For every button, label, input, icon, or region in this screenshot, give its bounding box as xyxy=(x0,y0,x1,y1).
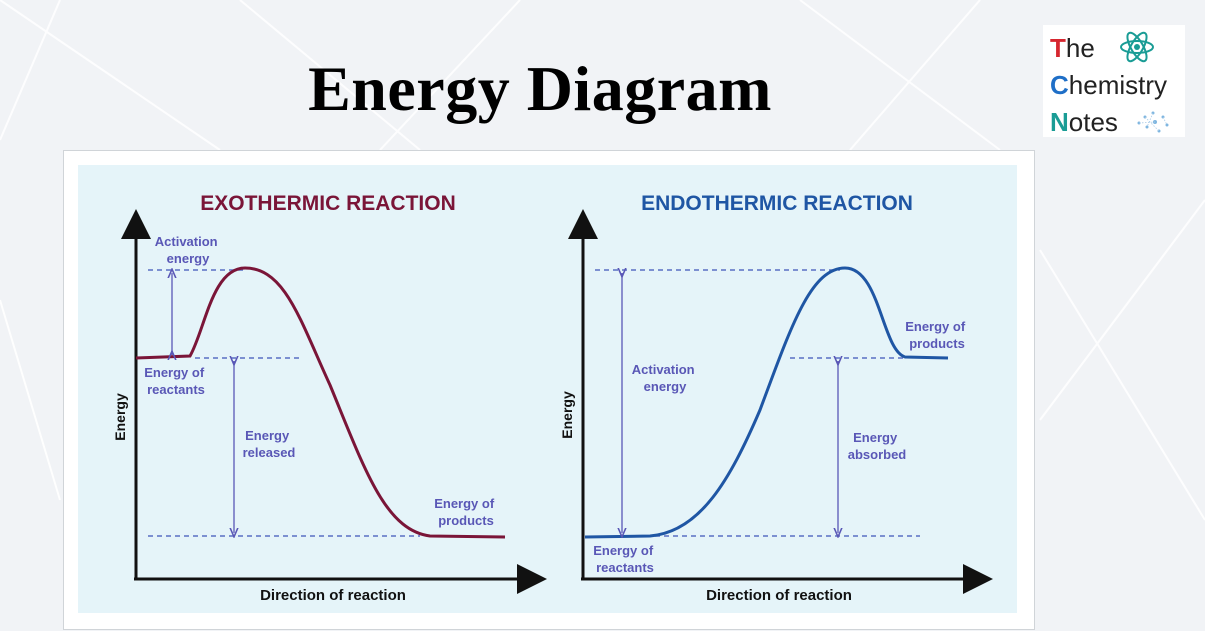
exo-guides xyxy=(148,269,420,537)
exothermic-diagram: EXOTHERMIC REACTION Activation energy En… xyxy=(112,192,547,604)
endo-products-label: Energy of products xyxy=(905,319,969,351)
exo-y-axis-label: Energy xyxy=(112,393,128,441)
exo-x-axis-label: Direction of reaction xyxy=(260,587,406,604)
logo-line-the: The xyxy=(1050,33,1095,63)
logo: The Chemistry Notes xyxy=(1043,25,1185,137)
logo-line-chemistry: Chemistry xyxy=(1050,70,1168,100)
exo-reactants-label: Energy of reactants xyxy=(144,365,208,397)
endothermic-title: ENDOTHERMIC REACTION xyxy=(641,192,913,215)
endo-x-axis-label: Direction of reaction xyxy=(706,587,852,604)
exo-products-label: Energy of products xyxy=(434,496,498,528)
endo-y-axis-label: Energy xyxy=(559,391,575,439)
exo-energy-curve xyxy=(135,266,506,539)
exo-released-label: Energy released xyxy=(243,428,296,460)
exothermic-title: EXOTHERMIC REACTION xyxy=(200,192,456,215)
endothermic-diagram: ENDOTHERMIC REACTION Activation energy E… xyxy=(559,192,993,604)
endo-absorbed-label: Energy absorbed xyxy=(848,430,907,462)
endo-reactants-label: Energy of reactants xyxy=(593,543,657,575)
endo-activation-label: Activation energy xyxy=(632,362,698,394)
endo-guides xyxy=(595,269,920,537)
molecule-dots-icon xyxy=(1137,111,1169,133)
exo-activation-label: Activation energy xyxy=(155,234,221,266)
page-title: Energy Diagram xyxy=(308,53,772,124)
endo-energy-curve xyxy=(584,266,949,539)
atom-icon xyxy=(1120,31,1154,63)
logo-line-notes: Notes xyxy=(1050,107,1118,137)
